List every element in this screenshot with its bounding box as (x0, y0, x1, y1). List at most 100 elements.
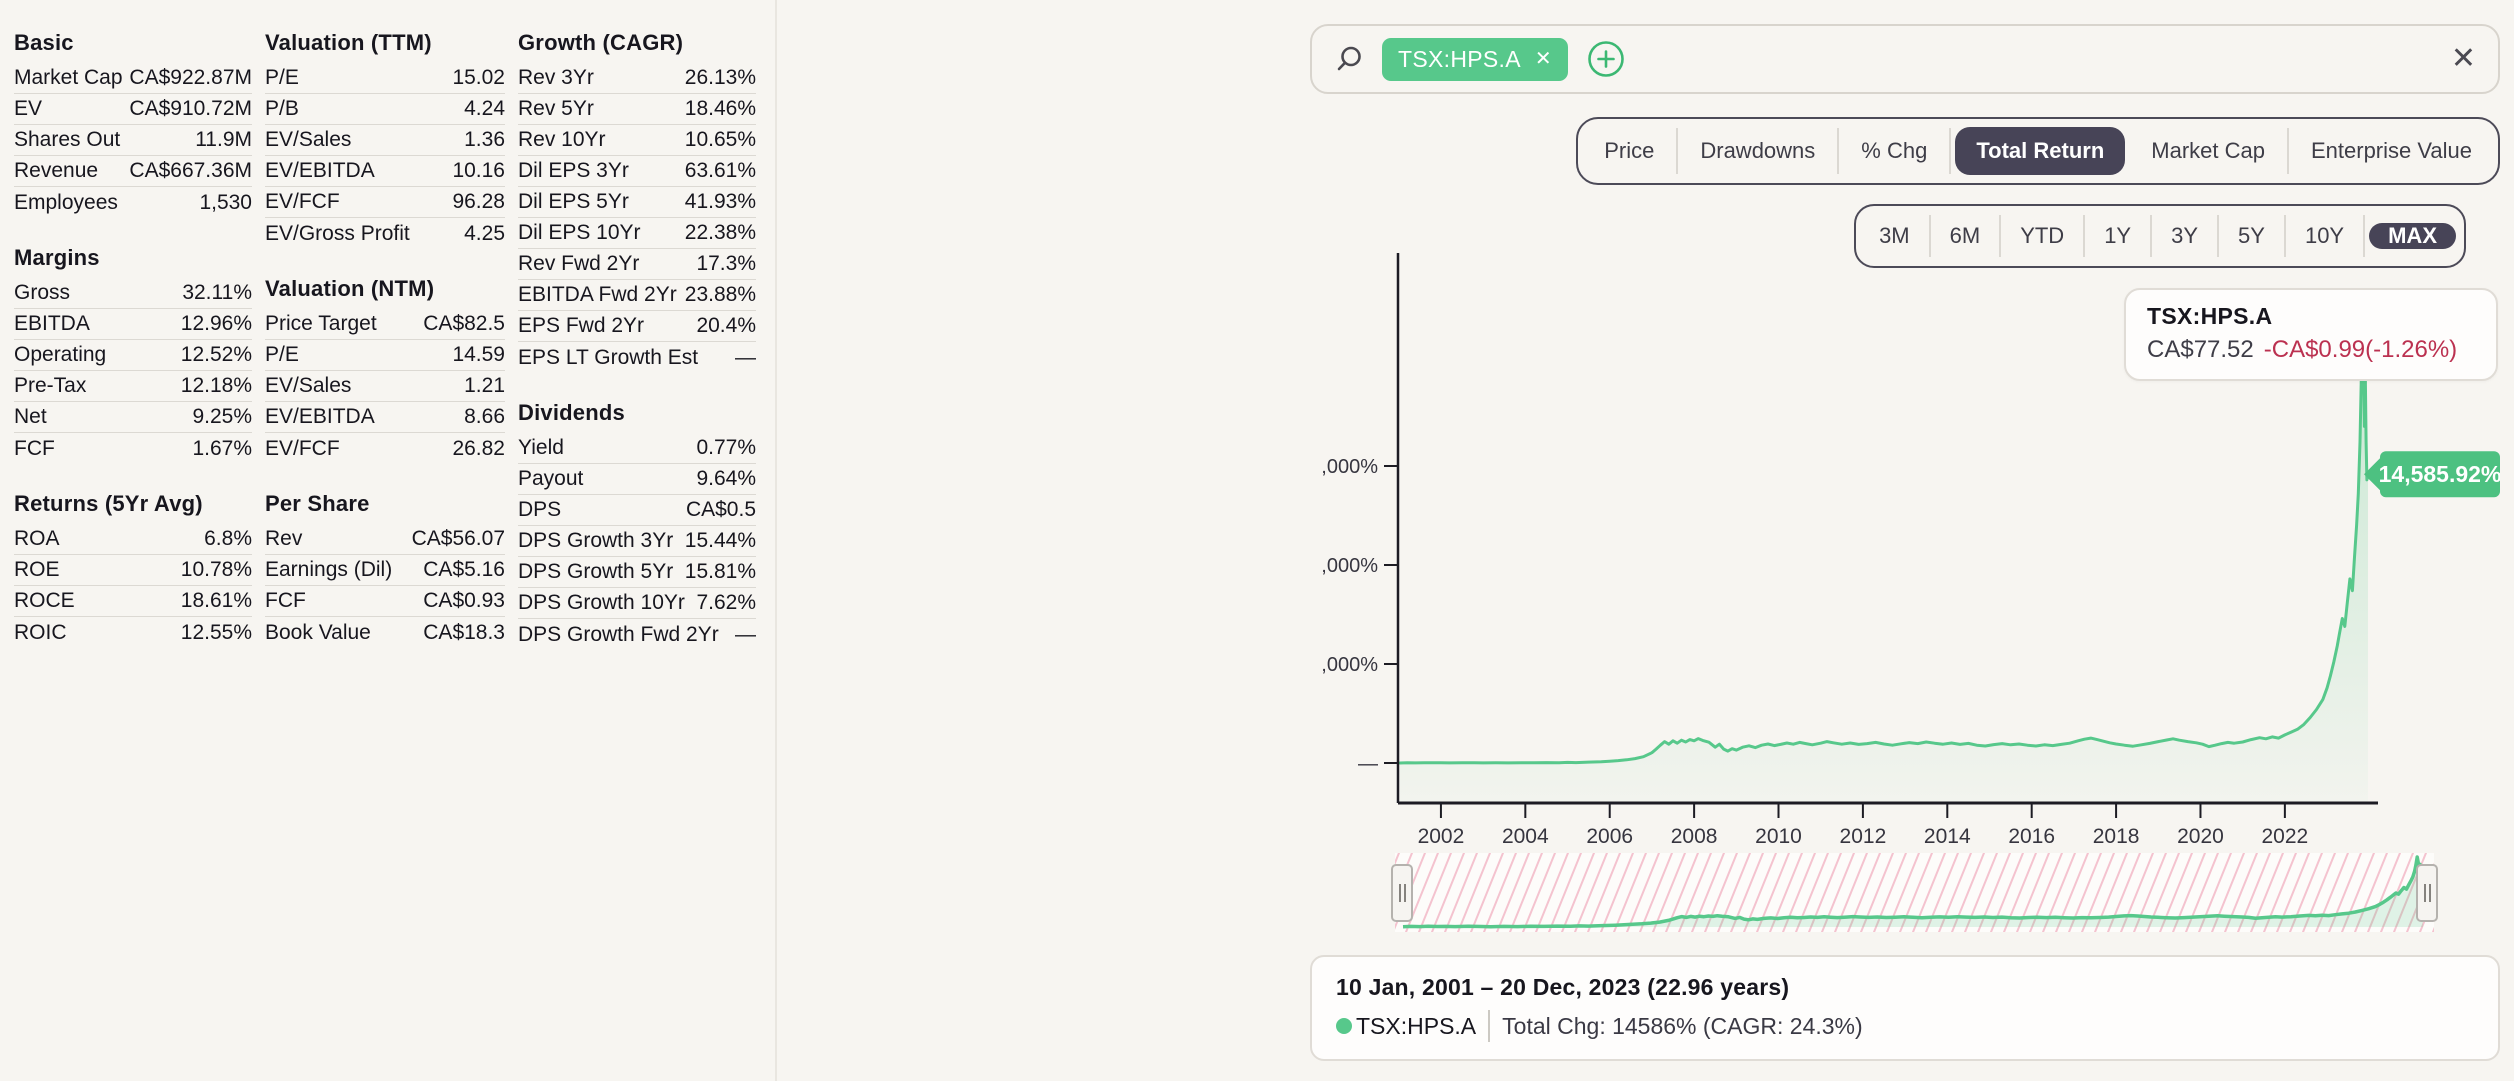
stat-label: DPS Growth 5Yr (518, 560, 674, 583)
stat-row: FCF CA$0.93 (265, 586, 505, 617)
stat-value: 1.21 (464, 374, 505, 397)
stat-label: Dil EPS 10Yr (518, 221, 641, 244)
hatch-line (2236, 853, 2272, 932)
stat-label: Rev 5Yr (518, 97, 594, 120)
hatch-line (1768, 853, 1804, 932)
hatch-line (1482, 853, 1518, 932)
stat-label: Shares Out (14, 128, 121, 151)
hatch-line (2197, 853, 2233, 932)
hatch-line (1885, 853, 1921, 932)
hatch-line (1924, 853, 1960, 932)
range-selector-track[interactable] (1395, 853, 2434, 932)
stat-value: 6.8% (204, 527, 252, 550)
stat-label: DPS Growth 3Yr (518, 529, 674, 552)
hatch-line (2184, 853, 2220, 932)
hatch-line (1456, 853, 1492, 932)
add-ticker-button[interactable] (1586, 39, 1626, 79)
tab-divider (1676, 128, 1679, 174)
y-tick-label: — (1358, 753, 1378, 775)
stat-value: 10.65% (684, 128, 756, 151)
hatch-line (1755, 853, 1791, 932)
range-tab-ytd[interactable]: YTD (2020, 223, 2065, 248)
quote-card: TSX:HPS.A CA$77.52 -CA$0.99(-1.26%) (2124, 288, 2498, 381)
range-tab-3y[interactable]: 3Y (2171, 223, 2199, 248)
stat-row: EV CA$910.72M (14, 94, 252, 125)
hatch-line (1417, 853, 1453, 932)
hatch-line (1690, 853, 1726, 932)
range-tab-1y[interactable]: 1Y (2104, 223, 2132, 248)
stat-row: FCF 1.67% (14, 433, 252, 464)
range-tab-5y[interactable]: 5Y (2238, 223, 2265, 248)
hatch-line (2223, 853, 2259, 932)
stat-row: Shares Out 11.9M (14, 125, 252, 156)
hatch-line (2327, 853, 2363, 932)
section-title: Valuation (TTM) (265, 30, 432, 55)
range-handle-left[interactable] (1391, 863, 1413, 922)
hatch-line (2366, 853, 2402, 932)
stat-row: Rev 10Yr 10.65% (518, 125, 756, 156)
ticker-tag[interactable]: TSX:HPS.A ✕ (1382, 37, 1568, 81)
range-selector[interactable] (1391, 853, 2438, 932)
search-input[interactable] (1625, 45, 2451, 73)
y-tick-label: ,000% (1321, 555, 1378, 577)
stat-label: Market Cap (14, 66, 123, 89)
tab-divider (1837, 128, 1840, 174)
view-tab--chg[interactable]: % Chg (1861, 138, 1928, 163)
view-tab-price[interactable]: Price (1604, 138, 1655, 163)
stat-value: 20.4% (696, 314, 756, 337)
stat-value: 9.64% (696, 467, 756, 490)
section-title: Margins (14, 245, 100, 270)
x-tick-label: 2008 (1671, 825, 1718, 848)
hatch-line (1833, 853, 1869, 932)
mini-chart-line (1402, 855, 2424, 929)
stat-value: 23.88% (684, 283, 756, 306)
hatch-line (2028, 853, 2064, 932)
stat-row: EV/Sales 1.21 (265, 371, 505, 402)
stat-row: EBITDA 12.96% (14, 309, 252, 340)
range-tab-6m[interactable]: 6M (1949, 223, 1981, 248)
hatch-line (1950, 853, 1986, 932)
hatch-line (1495, 853, 1531, 932)
hatch-line (2002, 853, 2038, 932)
hatch-line (2262, 853, 2298, 932)
stat-value: 14.59 (452, 343, 505, 366)
range-tab-max[interactable]: MAX (2369, 223, 2456, 249)
stat-label: Rev (265, 527, 303, 550)
view-tab-market-cap[interactable]: Market Cap (2151, 138, 2265, 163)
range-handle-right[interactable] (2416, 863, 2438, 922)
stat-row: P/B 4.24 (265, 94, 505, 125)
section-title: Returns (5Yr Avg) (14, 491, 203, 516)
view-tab-enterprise-value[interactable]: Enterprise Value (2310, 138, 2472, 163)
legend-symbol: TSX:HPS.A (1356, 1012, 1477, 1039)
stat-row: Book Value CA$18.3 (265, 617, 505, 648)
search-clear-icon[interactable]: ✕ (2450, 42, 2476, 75)
x-tick-label: 2020 (2177, 825, 2224, 848)
stat-value: 1,530 (199, 190, 252, 214)
range-tab-10y[interactable]: 10Y (2304, 223, 2345, 248)
stat-label: FCF (14, 436, 55, 460)
stat-value: 0.77% (696, 436, 756, 459)
stats-section: Margins Gross 32.11% EBITDA 12.96% Operating 1… (14, 245, 252, 464)
stat-label: Dil EPS 5Yr (518, 190, 629, 213)
ticker-search-bar[interactable]: TSX:HPS.A ✕ ✕ (1310, 24, 2500, 94)
tab-divider (2286, 128, 2289, 174)
range-tab-3m[interactable]: 3M (1879, 223, 1910, 248)
tab-divider (1999, 215, 2002, 257)
ticker-tag-remove-icon[interactable]: ✕ (1534, 48, 1552, 70)
stat-value: 10.78% (180, 558, 252, 581)
hatch-line (1794, 853, 1830, 932)
stat-value: 4.24 (464, 97, 505, 120)
stat-value: 41.93% (684, 190, 756, 213)
total-return-chart[interactable]: ,000% ,000% ,000% — 2002 2004 2006 2008 2010 2012… (1310, 250, 2500, 850)
stat-value: CA$910.72M (129, 97, 252, 120)
stat-row: EV/FCF 26.82 (265, 433, 505, 464)
ticker-tag-label: TSX:HPS.A (1398, 45, 1521, 72)
hatch-line (1989, 853, 2025, 932)
view-tab-total-return[interactable]: Total Return (1955, 127, 2126, 175)
chart-area-fill (1400, 299, 2368, 803)
stat-row: Rev 3Yr 26.13% (518, 63, 756, 94)
hatch-line (2015, 853, 2051, 932)
section-title: Dividends (518, 400, 625, 425)
view-tab-drawdowns[interactable]: Drawdowns (1700, 138, 1816, 163)
chart-summary-card: 10 Jan, 2001 – 20 Dec, 2023 (22.96 years… (1310, 955, 2500, 1061)
